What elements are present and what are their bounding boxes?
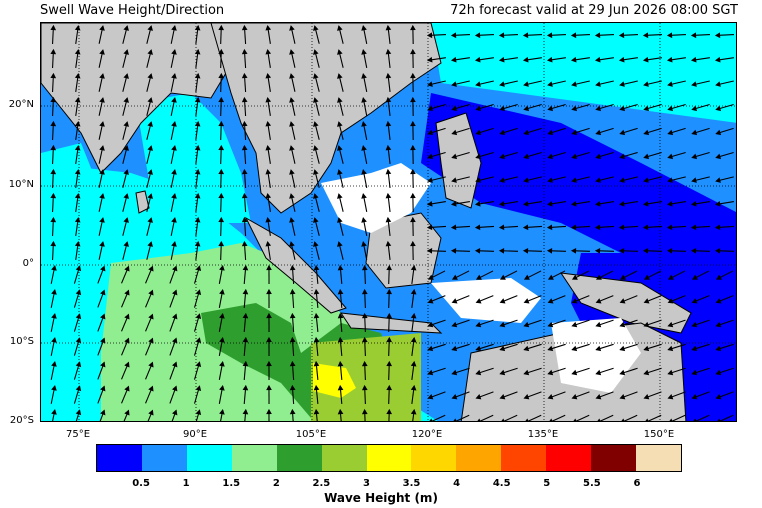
colorbar-swatch [97,445,142,471]
colorbar-tick-label: 6 [633,478,641,489]
colorbar-swatch [321,445,367,471]
land-new-guinea [559,272,692,334]
colorbar-tick-label: 0.5 [132,478,150,489]
colorbar-tick-label: 1 [182,478,190,489]
lon-label-90e: 90°E [182,429,208,440]
forecast-valid-time: 72h forecast valid at 29 Jun 2026 08:00 … [450,3,738,18]
lat-label-20s: 20°S [9,415,34,426]
lon-label-135e: 135°E [527,429,559,440]
colorbar-tick-label: 2.5 [312,478,331,489]
colorbar-swatch [276,445,322,471]
swell-direction-arrows [50,24,735,421]
pacific-deep-blue [421,93,736,273]
bay-of-bengal-cyan [136,93,251,223]
colorbar-swatch [186,445,232,471]
colorbar-swatch [456,445,502,471]
wave-height-colorbar [96,444,682,472]
colorbar-swatch [546,445,592,471]
swell-map-svg [41,23,736,421]
colorbar-tick-label: 5 [543,478,551,489]
lon-label-105e: 105°E [295,429,327,440]
colorbar-swatch [501,445,547,471]
land-sumatra [244,216,347,314]
land-indochina [210,23,442,214]
lat-label-10s: 10°S [9,336,34,347]
lon-label-75e: 75°E [65,429,91,440]
colorbar-swatch [591,445,637,471]
lat-label-0: 0° [22,258,34,269]
masked-java-sea [431,278,541,323]
swell-map[interactable] [40,22,737,422]
colorbar-tick-label: 1.5 [222,478,241,489]
lat-label-10n: 10°N [8,179,34,190]
land-sri-lanka [135,190,150,214]
lat-label-20n: 20°N [8,99,34,110]
colorbar-swatch [231,445,277,471]
colorbar-tick-label: 4.5 [492,478,511,489]
colorbar-title: Wave Height (m) [324,491,438,505]
chart-title: Swell Wave Height/Direction [40,3,225,18]
land-philippines [435,112,482,209]
colorbar-tick-label: 3.5 [402,478,421,489]
lon-label-120e: 120°E [411,429,443,440]
colorbar-swatch [366,445,412,471]
colorbar-tick-label: 3 [362,478,370,489]
swell-zone-yellow [313,363,356,398]
colorbar-swatch [636,445,681,471]
masked-south-china-sea [321,163,431,233]
colorbar-tick-label: 4 [453,478,461,489]
colorbar-tick-label: 2 [272,478,280,489]
colorbar-swatch [411,445,457,471]
arabian-sea-cyan [41,143,121,323]
lon-label-150e: 150°E [643,429,675,440]
colorbar-swatch [141,445,187,471]
swell-zone-yellowgreen [311,333,421,421]
colorbar-tick-label: 5.5 [582,478,601,489]
